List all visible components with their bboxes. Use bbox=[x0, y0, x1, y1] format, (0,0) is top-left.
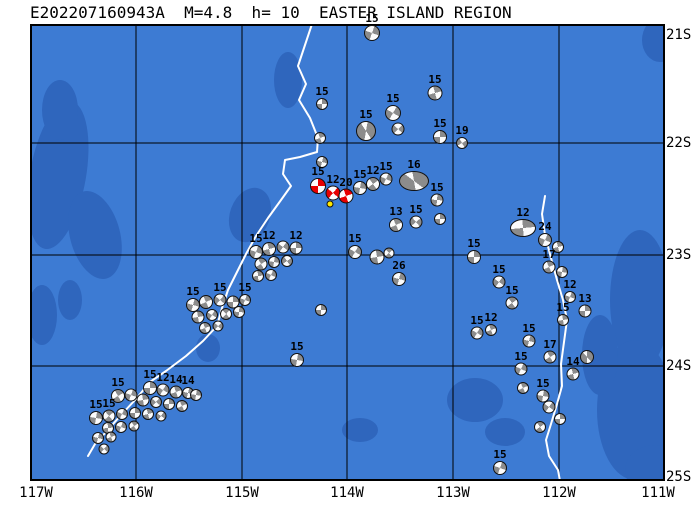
longitude-label: 111W bbox=[641, 485, 675, 501]
bathymetry-patch bbox=[196, 334, 220, 362]
latitude-label: 21S bbox=[666, 27, 691, 43]
plate-boundary-line bbox=[541, 195, 568, 479]
page-title: E202207160943A M=4.8 h= 10 EASTER ISLAND… bbox=[30, 3, 512, 22]
bathymetry-patch bbox=[625, 445, 663, 479]
bathymetry-patch bbox=[447, 378, 503, 422]
bathymetry-patch bbox=[58, 280, 82, 320]
latitude-label: 23S bbox=[666, 247, 691, 263]
bathymetry-patch bbox=[42, 80, 78, 140]
map-frame bbox=[30, 24, 665, 481]
latitude-label: 25S bbox=[666, 469, 691, 485]
bathymetry-patch bbox=[485, 418, 525, 446]
bathymetry-patch bbox=[32, 285, 57, 345]
longitude-label: 117W bbox=[19, 485, 53, 501]
bathymetry-patch bbox=[582, 315, 618, 395]
longitude-label: 112W bbox=[542, 485, 576, 501]
bathymetry-patch bbox=[274, 52, 302, 108]
bathymetry-patch bbox=[68, 191, 122, 279]
map-canvas bbox=[32, 26, 663, 479]
latitude-label: 22S bbox=[666, 135, 691, 151]
bathymetry-patch bbox=[642, 26, 663, 62]
longitude-label: 116W bbox=[119, 485, 153, 501]
longitude-label: 113W bbox=[436, 485, 470, 501]
longitude-label: 114W bbox=[330, 485, 364, 501]
longitude-label: 115W bbox=[225, 485, 259, 501]
latitude-label: 24S bbox=[666, 358, 691, 374]
bathymetry-patch bbox=[342, 418, 378, 442]
bathymetry-patch bbox=[610, 230, 663, 370]
